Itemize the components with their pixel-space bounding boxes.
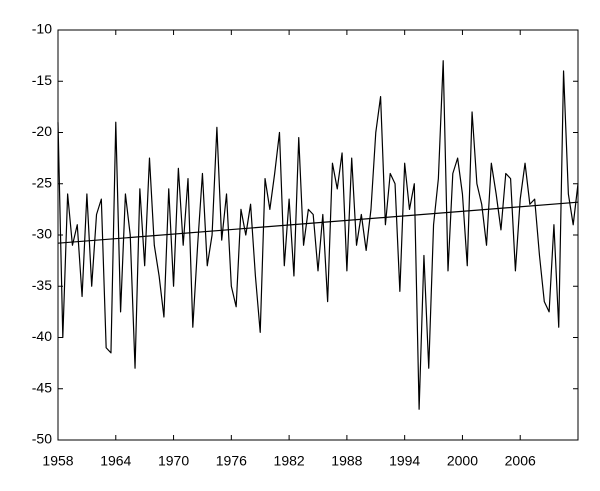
data-line [57,60,579,410]
x-tick-label: 2006 [505,453,536,469]
y-tick-label: -25 [32,174,52,190]
trend-line [57,201,579,244]
y-tick-label: -10 [32,21,52,37]
x-tick-label: 2000 [447,453,478,469]
x-tick-label: 1964 [100,453,131,469]
x-tick-label: 1988 [331,453,362,469]
y-tick-label: -40 [32,328,52,344]
x-tick-label: 1958 [42,453,73,469]
plot-frame [57,29,579,441]
x-tick-label: 1970 [158,453,189,469]
x-tick-label: 1982 [274,453,305,469]
y-tick-label: -45 [32,379,52,395]
y-tick-label: -50 [32,431,52,447]
x-tick-label: 1994 [389,453,420,469]
y-tick-label: -15 [32,72,52,88]
y-tick-label: -30 [32,226,52,242]
x-tick-label: 1976 [216,453,247,469]
y-tick-label: -20 [32,123,52,139]
y-tick-label: -35 [32,277,52,293]
